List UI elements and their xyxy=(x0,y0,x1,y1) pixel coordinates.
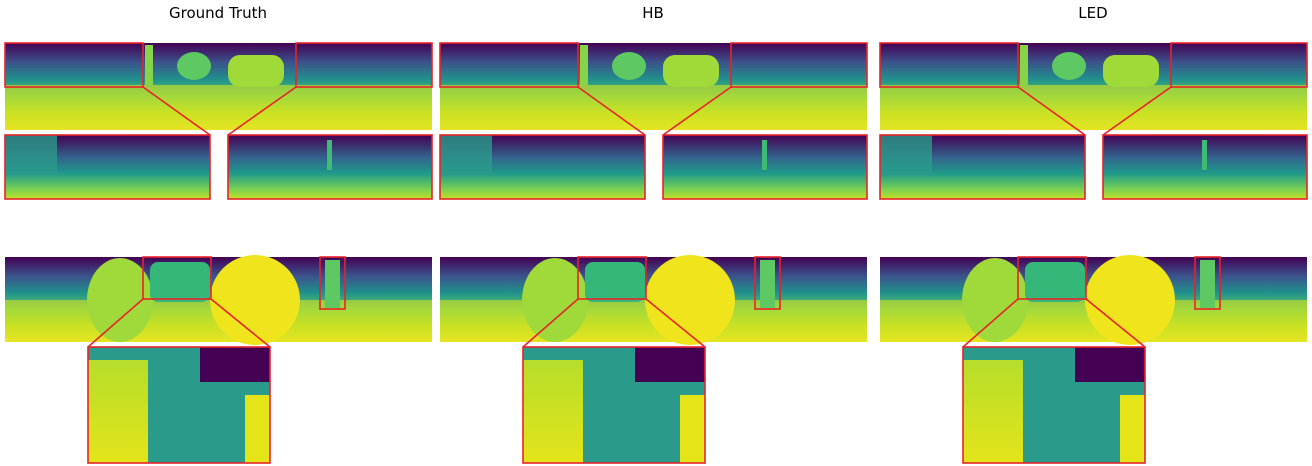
column: HB xyxy=(440,4,867,463)
column-title: Ground Truth xyxy=(169,4,267,22)
ground xyxy=(880,85,1307,130)
car xyxy=(585,262,645,302)
zoom-car xyxy=(680,395,705,463)
zoom-car xyxy=(1120,395,1145,463)
zoom-dark xyxy=(635,347,705,382)
pedestrian xyxy=(1020,45,1028,85)
pedestrian xyxy=(1200,260,1215,308)
zoom-region xyxy=(440,135,492,175)
car xyxy=(663,55,719,87)
car xyxy=(1052,52,1086,80)
ground xyxy=(5,85,432,130)
column-title: HB xyxy=(642,4,664,22)
column-title: LED xyxy=(1078,4,1107,22)
car xyxy=(228,55,284,87)
pedestrian xyxy=(325,260,340,308)
car xyxy=(1085,255,1175,345)
zoom-dark xyxy=(1075,347,1145,382)
columns: Ground Truth HB LED xyxy=(5,4,1307,463)
pedestrian xyxy=(327,140,332,170)
ground xyxy=(440,85,867,130)
pedestrian xyxy=(1202,140,1207,170)
pedestrian xyxy=(762,140,767,170)
car xyxy=(177,52,211,80)
column: Ground Truth xyxy=(5,4,432,463)
column: LED xyxy=(880,4,1307,463)
car xyxy=(1025,262,1085,302)
zoom-dark xyxy=(200,347,270,382)
zoom-car xyxy=(523,360,583,463)
zoom-region xyxy=(880,135,932,175)
car xyxy=(150,262,210,302)
car xyxy=(210,255,300,345)
figure: Ground Truth HB LED xyxy=(0,0,1312,466)
pedestrian xyxy=(580,45,588,85)
car xyxy=(645,255,735,345)
car xyxy=(612,52,646,80)
car xyxy=(1103,55,1159,87)
zoom-car xyxy=(963,360,1023,463)
pedestrian xyxy=(145,45,153,85)
zoom-car xyxy=(88,360,148,463)
zoom-car xyxy=(245,395,270,463)
pedestrian xyxy=(760,260,775,308)
zoom-region xyxy=(5,135,57,175)
